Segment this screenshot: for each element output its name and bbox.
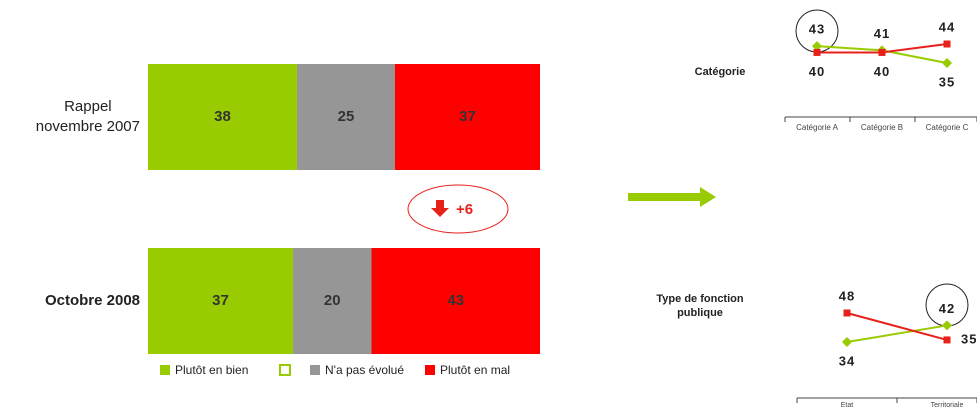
x-tick-label: Catégorie A (796, 123, 838, 132)
point-marker (813, 48, 821, 56)
x-tick-label: Territoriale (931, 402, 964, 408)
point-marker (942, 320, 952, 331)
data-label: 40 (874, 64, 890, 79)
bar-segment (293, 248, 372, 354)
bar-value-label: 43 (447, 292, 464, 309)
category-label: Rappel novembre 2007 (35, 98, 140, 135)
series-line (846, 324, 948, 343)
point-marker (843, 309, 851, 317)
annotation: +6 (456, 201, 473, 218)
category-label: Octobre 2008 (44, 292, 140, 309)
point-marker (812, 41, 822, 52)
data-label: 41 (874, 26, 890, 41)
bar-value-label: 25 (338, 108, 355, 125)
series-line (846, 312, 948, 341)
point-marker (878, 48, 886, 56)
chart-title: Catégorie (694, 66, 746, 78)
bar-segment (148, 64, 297, 170)
highlight-ellipse (407, 184, 509, 234)
legend-label: Plutôt en bien (175, 363, 248, 377)
legend-empty-box (279, 364, 291, 376)
bar-value-label: 37 (212, 292, 229, 309)
bar-segment (371, 248, 540, 354)
legend-swatch (160, 365, 170, 375)
point-marker (842, 337, 852, 347)
data-label: 40 (809, 64, 825, 79)
down-arrow (431, 200, 449, 217)
point-marker (943, 336, 951, 344)
arrow-body (628, 193, 700, 201)
bar-segment (394, 64, 540, 170)
legend-swatch (425, 365, 435, 375)
legend-swatch (310, 365, 320, 375)
x-tick-label: Etat (841, 402, 854, 408)
data-label: 34 (839, 353, 855, 368)
point-marker (942, 58, 952, 68)
data-label: 42 (939, 301, 955, 316)
chart-title: Type de fonction publique (656, 293, 744, 319)
data-label: 35 (939, 74, 955, 89)
data-label: 44 (939, 19, 955, 34)
data-label: 48 (839, 288, 855, 303)
data-label: 35 (961, 331, 977, 346)
bar-value-label: 20 (324, 292, 341, 309)
bar-segment (296, 64, 395, 170)
x-tick-label: Catégorie B (861, 123, 903, 132)
data-label: 43 (809, 22, 825, 37)
point-marker (943, 40, 951, 48)
x-tick-label: Catégorie C (926, 123, 969, 132)
bar-segment (148, 248, 294, 354)
legend-label: Plutôt en mal (440, 363, 510, 377)
bar-value-label: 37 (459, 108, 476, 125)
bar-value-label: 38 (214, 108, 231, 125)
legend-label: N'a pas évolué (325, 363, 404, 377)
arrow-head (700, 187, 716, 207)
